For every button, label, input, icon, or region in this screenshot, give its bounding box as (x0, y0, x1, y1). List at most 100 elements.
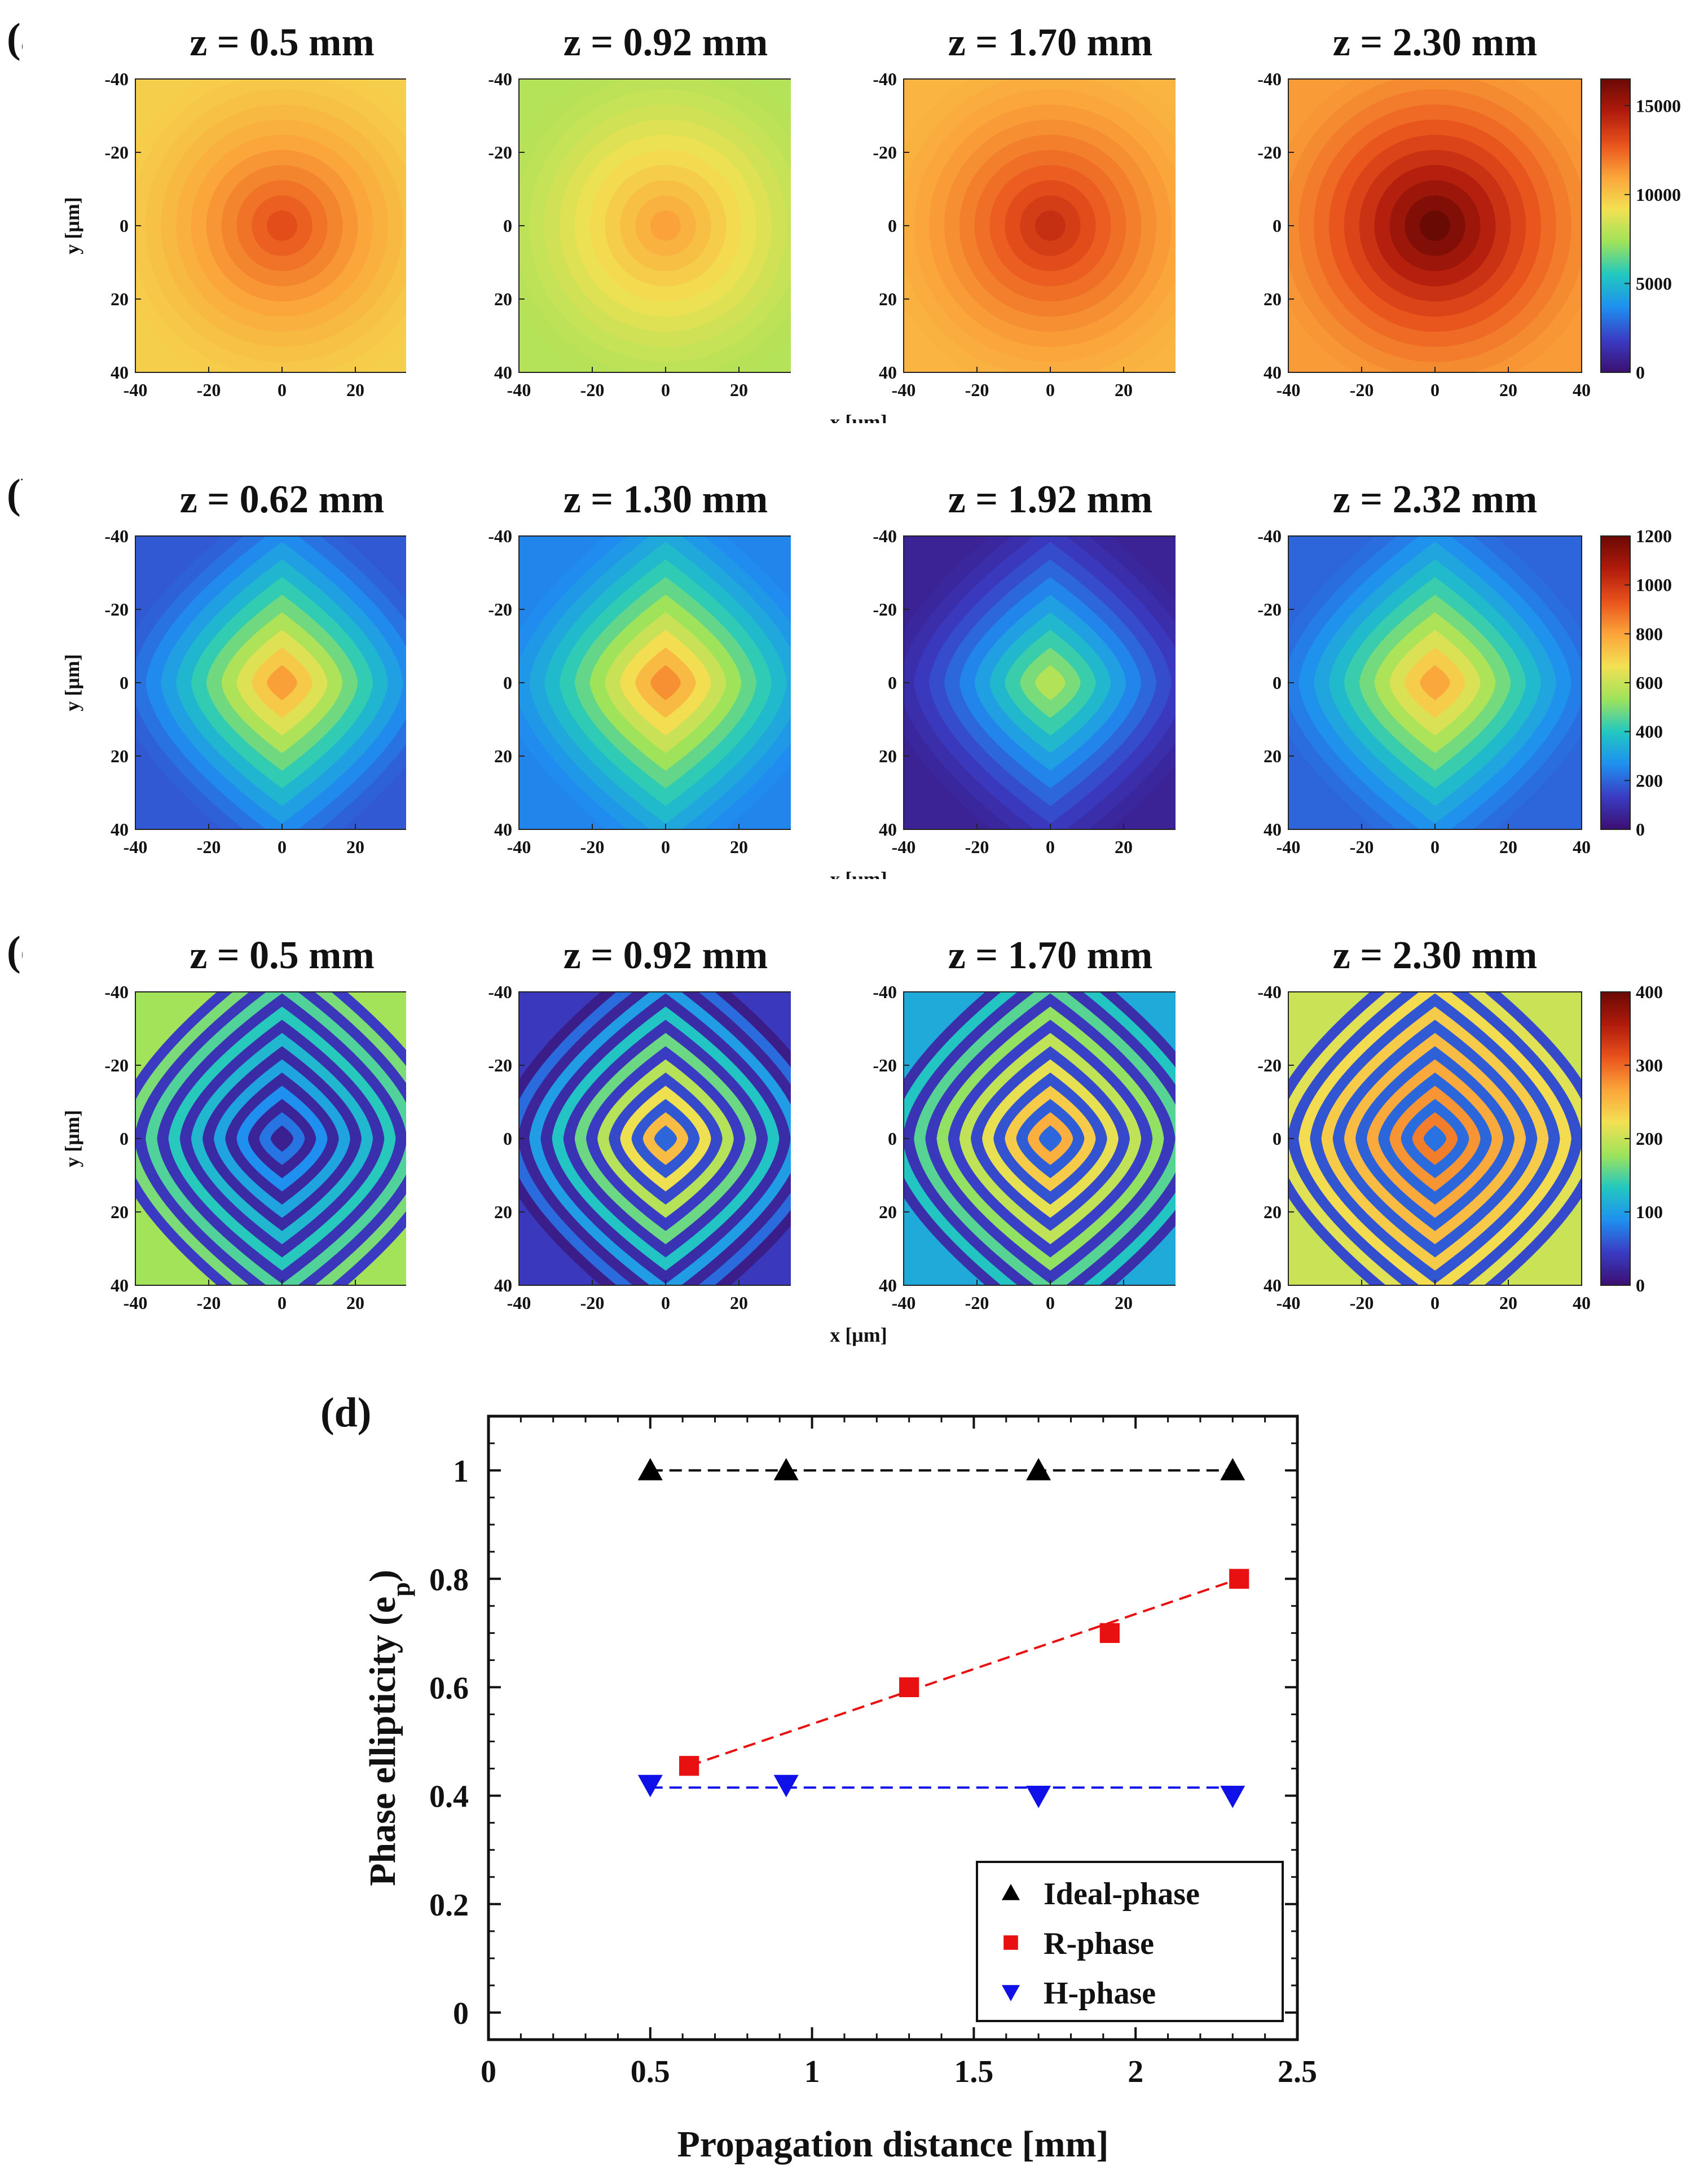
x-tick-label: 20 (730, 1293, 748, 1313)
legend-label: Ideal-phase (1044, 1877, 1200, 1912)
mask-bottom (1176, 1285, 1694, 1398)
y-tick-label: 0 (120, 216, 129, 236)
x-tick-label: 20 (730, 837, 748, 857)
heatmap-ring (270, 1125, 294, 1152)
y-tick-label: 20 (879, 1202, 897, 1222)
x-tick-label: 2 (1128, 2054, 1143, 2089)
mask-left (406, 536, 519, 829)
x-tick-label: -40 (1276, 380, 1301, 400)
x-tick-label: 2.5 (1278, 2054, 1317, 2089)
y-tick-label: 40 (879, 1275, 897, 1295)
colorbar-tick-label: 300 (1636, 1055, 1663, 1075)
mask-left (1176, 992, 1288, 1285)
data-point (637, 1458, 663, 1481)
x-tick-label: -20 (1350, 380, 1374, 400)
x-tick-label: -40 (124, 1293, 148, 1313)
series-h-phase (637, 1774, 1245, 1808)
x-tick-label: -20 (197, 380, 221, 400)
colorbar-tick-label: 400 (1636, 982, 1663, 1002)
y-tick-label: 0 (503, 673, 512, 693)
y-tick-label: 0.6 (429, 1671, 469, 1706)
y-tick-label: 0 (888, 216, 897, 236)
legend-box (976, 1861, 1284, 2022)
y-tick-label: 1 (453, 1454, 469, 1489)
y-tick-label: 0 (1273, 673, 1282, 693)
x-axis-label: Propagation distance [mm] (677, 2124, 1108, 2165)
y-tick-label: -40 (1257, 982, 1282, 1002)
mask-left (406, 992, 519, 1285)
y-tick-label: -40 (488, 69, 512, 89)
y-tick-label: 20 (111, 746, 129, 766)
x-tick-label: 20 (1499, 1293, 1517, 1313)
y-tick-label: 0 (453, 1996, 469, 2031)
x-tick-label: 0 (1046, 1293, 1055, 1313)
y-axis-label: y [μm] (61, 197, 83, 254)
series-ideal-phase (637, 1458, 1245, 1481)
data-point (1026, 1786, 1051, 1808)
y-tick-label: 0.8 (429, 1562, 469, 1597)
colorbar-tick-label: 1200 (1636, 526, 1672, 546)
y-tick-label: 40 (879, 362, 897, 383)
x-tick-label: 0 (278, 380, 287, 400)
y-tick-label: -40 (488, 526, 512, 546)
y-tick-label: 40 (1264, 819, 1282, 840)
data-point (679, 1756, 699, 1776)
mask-left (791, 992, 904, 1285)
x-tick-label: 20 (1115, 1293, 1133, 1313)
y-tick-label: -20 (1257, 1055, 1282, 1075)
y-tick-label: 40 (879, 819, 897, 840)
y-tick-label: 0.2 (429, 1888, 469, 1923)
colorbar-tick-label: 800 (1636, 623, 1663, 644)
legend: Ideal-phase R-phase H-phase (976, 1861, 1284, 2022)
x-tick-label: 40 (1573, 380, 1591, 400)
x-tick-label: 0 (278, 837, 287, 857)
x-tick-label: -40 (124, 837, 148, 857)
legend-marker (1003, 1935, 1018, 1950)
y-tick-label: 20 (1264, 1202, 1282, 1222)
y-tick-label: -40 (104, 982, 129, 1002)
y-tick-label: -20 (873, 142, 897, 162)
y-tick-label: -40 (873, 69, 897, 89)
x-tick-label: 20 (1499, 837, 1517, 857)
y-tick-label: 40 (111, 819, 129, 840)
x-tick-label: 0.5 (631, 2054, 670, 2089)
heatmap-ring (1038, 1125, 1062, 1152)
y-tick-label: 40 (494, 1275, 512, 1295)
colorbar-tick-label: 0 (1636, 1275, 1645, 1295)
x-tick-label: -20 (965, 837, 989, 857)
series-r-phase (679, 1569, 1249, 1776)
x-tick-label: -40 (892, 1293, 916, 1313)
x-tick-label: -20 (965, 1293, 989, 1313)
legend-label: R-phase (1044, 1926, 1154, 1961)
x-tick-label: -40 (507, 380, 531, 400)
x-tick-label: -40 (1276, 1293, 1301, 1313)
mask-right (1582, 79, 1694, 372)
heatmap-ring (1423, 1125, 1447, 1152)
x-tick-label: 0 (481, 2054, 496, 2089)
heatmap-a-2 (406, 0, 925, 485)
x-tick-label: 0 (1046, 837, 1055, 857)
y-tick-label: -40 (104, 526, 129, 546)
x-tick-label: 0 (1046, 380, 1055, 400)
y-tick-label: 0 (1273, 1128, 1282, 1149)
x-tick-label: 20 (1115, 837, 1133, 857)
heatmap-title: z = 0.92 mm (564, 934, 768, 977)
heatmap-ring (1420, 210, 1450, 241)
colorbar-tick-label: 400 (1636, 722, 1663, 742)
y-tick-label: 20 (1264, 746, 1282, 766)
mask-left (1176, 79, 1288, 372)
y-tick-label: 0 (120, 673, 129, 693)
x-tick-label: -40 (507, 837, 531, 857)
y-tick-label: -40 (488, 982, 512, 1002)
x-tick-label: -20 (580, 1293, 605, 1313)
mask-left (23, 79, 135, 372)
data-point (1099, 1623, 1120, 1643)
heatmap-title: z = 0.62 mm (180, 478, 385, 521)
x-tick-label: 0 (661, 1293, 670, 1313)
x-tick-label: 40 (1573, 837, 1591, 857)
x-tick-label: -20 (965, 380, 989, 400)
colorbar-tick-label: 600 (1636, 673, 1663, 693)
x-tick-label: -20 (1350, 837, 1374, 857)
fit-line (688, 1578, 1240, 1767)
